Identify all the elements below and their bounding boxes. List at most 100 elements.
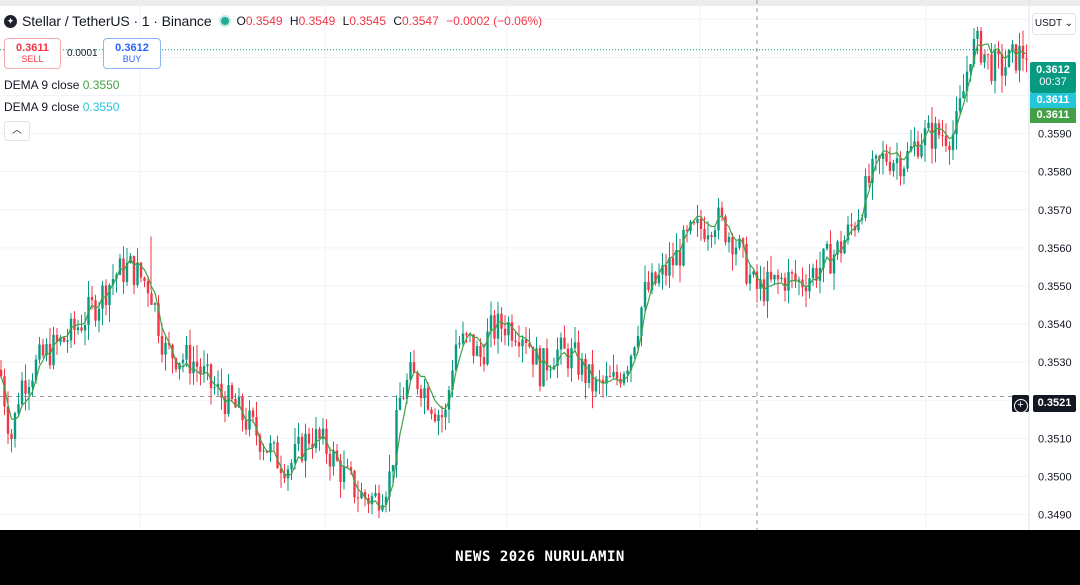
candle-body bbox=[629, 355, 633, 371]
candle-body bbox=[902, 168, 906, 177]
currency-label: USDT bbox=[1034, 18, 1062, 29]
candle-body bbox=[496, 313, 500, 339]
candle-body bbox=[517, 342, 521, 347]
candle-body bbox=[738, 238, 741, 248]
indicator-value: 0.3550 bbox=[82, 100, 120, 114]
candle-body bbox=[626, 370, 629, 375]
candle-body bbox=[710, 235, 713, 238]
candle-body bbox=[776, 274, 780, 280]
market-open-status-icon bbox=[220, 17, 229, 25]
candle-body bbox=[591, 364, 594, 392]
candle-body bbox=[647, 281, 650, 290]
candle-body bbox=[195, 361, 199, 367]
candle-body bbox=[332, 450, 335, 467]
candle-body bbox=[465, 333, 468, 336]
candle-body bbox=[986, 54, 990, 56]
candle-body bbox=[237, 396, 241, 408]
candle-body bbox=[0, 369, 3, 377]
price-axis-tick: 0.3530 bbox=[1038, 357, 1072, 369]
sell-label: SELL bbox=[21, 54, 44, 64]
candle-body bbox=[409, 362, 412, 380]
candle-body bbox=[307, 433, 311, 444]
candle-body bbox=[976, 30, 979, 39]
candle-body bbox=[391, 465, 395, 472]
candle-body bbox=[202, 366, 206, 374]
candle-body bbox=[783, 277, 787, 291]
candle-body bbox=[185, 344, 188, 360]
candle-body bbox=[839, 241, 843, 254]
footer-banner: NEWS 2026 NURULAMIN bbox=[0, 530, 1080, 585]
candle-body bbox=[55, 334, 59, 342]
open-value: 0.3549 bbox=[245, 14, 283, 28]
candle-body bbox=[377, 493, 381, 511]
candle-body bbox=[388, 471, 391, 497]
candle-body bbox=[304, 433, 307, 461]
candle-body bbox=[27, 387, 31, 394]
price-axis-tick: 0.3590 bbox=[1038, 129, 1072, 141]
indicator-label: DEMA 9 close bbox=[4, 100, 80, 114]
candle-body bbox=[864, 176, 867, 218]
buy-button[interactable]: 0.3612 BUY bbox=[103, 38, 161, 69]
candle-body bbox=[570, 348, 573, 369]
candle-body bbox=[423, 388, 426, 399]
candle-body bbox=[356, 497, 360, 499]
crosshair-plus-button[interactable]: + bbox=[1012, 395, 1029, 413]
candle-body bbox=[241, 396, 244, 421]
candle-body bbox=[76, 327, 80, 331]
candle-body bbox=[220, 383, 223, 398]
currency-selector[interactable]: USDT ⌄ bbox=[1032, 13, 1076, 35]
last-price-tag: 0.3612 00:37 bbox=[1030, 62, 1076, 93]
indicator-dema-2[interactable]: DEMA 9 close 0.3550 bbox=[4, 100, 119, 114]
candle-body bbox=[45, 344, 48, 356]
candle-body bbox=[573, 342, 577, 349]
candle-body bbox=[815, 268, 818, 281]
price-axis-tick: 0.3490 bbox=[1038, 510, 1072, 522]
candle-body bbox=[871, 158, 874, 183]
candle-body bbox=[20, 380, 24, 405]
candle-body bbox=[206, 364, 209, 367]
candle-body bbox=[13, 412, 17, 440]
candle-body bbox=[685, 229, 689, 232]
candle-body bbox=[297, 436, 300, 445]
candle-body bbox=[748, 274, 752, 284]
indicator-dema-1[interactable]: DEMA 9 close 0.3550 bbox=[4, 78, 119, 92]
chevron-up-icon: ︿ bbox=[12, 125, 22, 136]
candle-body bbox=[636, 335, 640, 348]
candle-body bbox=[276, 442, 279, 469]
symbol-legend: ✦ Stellar / TetherUS · 1 · Binance O0.35… bbox=[4, 13, 546, 29]
candle-body bbox=[262, 450, 265, 452]
collapse-legend-button[interactable]: ︿ bbox=[4, 121, 30, 141]
candle-body bbox=[416, 372, 419, 389]
candle-body bbox=[538, 348, 542, 387]
dema-price-tag-2: 0.3611 bbox=[1030, 108, 1076, 123]
candle-body bbox=[167, 342, 171, 345]
candle-body bbox=[650, 272, 654, 290]
candle-body bbox=[374, 493, 377, 497]
candle-body bbox=[916, 141, 920, 157]
chart-area[interactable]: 0.36200.35900.35800.35700.35600.35500.35… bbox=[0, 0, 1080, 530]
candle-body bbox=[559, 337, 563, 350]
price-chart[interactable]: 0.36200.35900.35800.35700.35600.35500.35… bbox=[0, 0, 1080, 530]
candle-body bbox=[430, 409, 433, 414]
candle-body bbox=[692, 221, 696, 224]
candle-body bbox=[979, 30, 983, 63]
candle-body bbox=[139, 262, 143, 278]
candle-body bbox=[895, 158, 899, 164]
candle-body bbox=[972, 38, 976, 65]
sell-button[interactable]: 0.3611 SELL bbox=[4, 38, 61, 69]
candle-body bbox=[787, 272, 790, 291]
candle-body bbox=[703, 229, 706, 240]
dema-line bbox=[0, 43, 1027, 509]
candle-body bbox=[930, 122, 934, 149]
candle-body bbox=[153, 303, 157, 305]
candle-body bbox=[941, 135, 944, 137]
symbol-title[interactable]: Stellar / TetherUS · 1 · Binance bbox=[22, 13, 212, 29]
candle-body bbox=[1007, 49, 1011, 68]
candle-body bbox=[885, 153, 888, 162]
candle-body bbox=[160, 336, 164, 355]
candle-body bbox=[328, 453, 332, 467]
candle-body bbox=[948, 145, 951, 151]
candle-body bbox=[587, 364, 591, 383]
plus-icon: + bbox=[1013, 399, 1028, 413]
candle-body bbox=[724, 216, 727, 243]
